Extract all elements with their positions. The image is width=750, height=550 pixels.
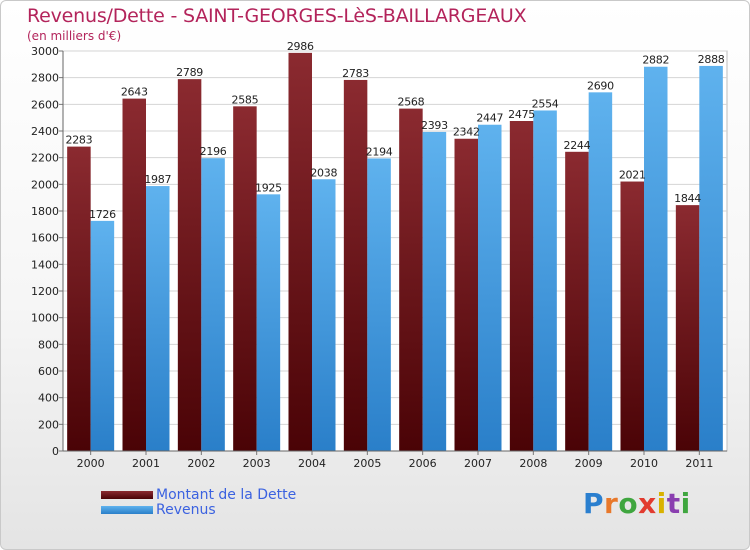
bar-dette (122, 98, 146, 451)
bars (67, 52, 723, 452)
logo-letter: t (666, 487, 681, 520)
x-tick-label: 2000 (77, 457, 105, 470)
logo-letter: r (604, 487, 619, 520)
value-label-dette: 2585 (232, 93, 259, 106)
bar-revenus (201, 158, 225, 451)
bar-dette (177, 79, 202, 451)
bar-revenus (90, 220, 115, 451)
y-tick-label: 1200 (31, 285, 59, 298)
legend-swatch-dette (101, 491, 153, 499)
legend-swatch-revenus (101, 506, 153, 514)
value-label-dette: 2244 (564, 139, 591, 152)
x-tick-label: 2003 (243, 457, 271, 470)
bar-dette (399, 108, 423, 451)
bar-revenus (478, 124, 502, 451)
value-label-revenus: 2690 (587, 79, 614, 92)
y-tick-label: 2800 (31, 72, 59, 85)
bar-dette (67, 146, 91, 451)
bar-dette (454, 138, 478, 451)
value-label-revenus: 2882 (642, 54, 669, 67)
value-label-dette: 2021 (619, 169, 646, 182)
bar-dette (675, 205, 700, 451)
chart-subtitle: (en milliers d'€) (27, 29, 122, 43)
y-tick-label: 2600 (31, 98, 59, 111)
bar-dette (620, 181, 644, 452)
value-label-dette: 2283 (66, 134, 93, 147)
bar-revenus (256, 194, 281, 452)
y-tick-label: 2400 (31, 125, 59, 138)
y-tick-label: 200 (38, 418, 59, 431)
y-tick-label: 1600 (31, 232, 59, 245)
y-tick-label: 800 (38, 338, 59, 351)
x-tick-label: 2002 (187, 457, 215, 470)
bar-revenus (533, 110, 557, 451)
y-tick-label: 3000 (31, 45, 59, 58)
value-label-dette: 2643 (121, 86, 148, 99)
x-tick-label: 2010 (630, 457, 658, 470)
y-tick-label: 1000 (31, 312, 59, 325)
x-tick-label: 2001 (132, 457, 160, 470)
proxiti-logo: Proxiti (583, 487, 691, 520)
legend-label-dette: Montant de la Dette (156, 487, 297, 503)
logo-letter: i (680, 487, 691, 520)
value-label-revenus: 2393 (421, 119, 448, 132)
y-tick-label: 400 (38, 392, 59, 405)
plot-area (62, 50, 728, 452)
x-axis: 2000 2001 2002 2003 2004 2005 2006 2007 2008 2009… (63, 450, 727, 470)
bar-dette (343, 79, 368, 451)
chart-title: Revenus/Dette - SAINT-GEORGES-LèS-BAILLA… (27, 5, 527, 27)
logo-letter: x (638, 487, 657, 520)
value-label-revenus: 1925 (255, 181, 282, 194)
value-label-revenus: 1726 (89, 208, 116, 221)
y-tick-label: 0 (52, 445, 59, 458)
logo-letter: o (618, 487, 639, 520)
y-axis: 0 200 400 600 800 1000 1200 1400 1600 1800 2000 220… (31, 45, 64, 458)
value-label-revenus: 1987 (144, 173, 171, 186)
value-label-dette: 2568 (398, 96, 425, 109)
bar-dette (565, 151, 589, 452)
x-tick-label: 2009 (575, 457, 603, 470)
value-label-revenus: 2194 (366, 145, 393, 158)
value-label-dette: 2789 (176, 66, 203, 79)
logo-letter: i (656, 487, 667, 520)
x-tick-label: 2007 (464, 457, 492, 470)
bar-revenus (146, 186, 170, 452)
bar-revenus (312, 179, 336, 451)
bar-revenus (644, 66, 668, 451)
x-tick-label: 2008 (519, 457, 547, 470)
grid-lines (63, 50, 727, 452)
bar-revenus (588, 92, 613, 451)
x-tick-label: 2006 (409, 457, 437, 470)
value-label-revenus: 2038 (310, 166, 337, 179)
y-tick-label: 2200 (31, 152, 59, 165)
value-labels: 2283 1726 2643 1987 2789 2196 2585 1925 2986 2038… (66, 40, 726, 221)
y-tick-label: 1800 (31, 205, 59, 218)
y-tick-label: 1400 (31, 258, 59, 271)
legend-label-revenus: Revenus (156, 502, 216, 518)
value-label-revenus: 2447 (476, 112, 503, 125)
value-label-dette: 2783 (342, 67, 369, 80)
value-label-revenus: 2554 (532, 97, 559, 110)
value-label-revenus: 2888 (698, 53, 725, 66)
bar-revenus (367, 158, 391, 451)
value-label-dette: 2342 (453, 126, 480, 139)
x-tick-label: 2005 (353, 457, 381, 470)
value-label-dette: 2475 (508, 108, 535, 121)
bar-revenus (699, 65, 723, 451)
y-tick-label: 600 (38, 365, 59, 378)
value-label-dette: 1844 (674, 192, 701, 205)
x-tick-label: 2004 (298, 457, 326, 470)
x-tick-label: 2011 (685, 457, 713, 470)
bar-dette (233, 106, 257, 451)
y-tick-label: 2000 (31, 178, 59, 191)
value-label-revenus: 2196 (200, 145, 227, 158)
bar-dette (288, 52, 312, 451)
logo-letter: P (583, 487, 605, 520)
bar-dette (509, 121, 534, 451)
value-label-dette: 2986 (287, 40, 314, 53)
bar-revenus (422, 131, 447, 451)
